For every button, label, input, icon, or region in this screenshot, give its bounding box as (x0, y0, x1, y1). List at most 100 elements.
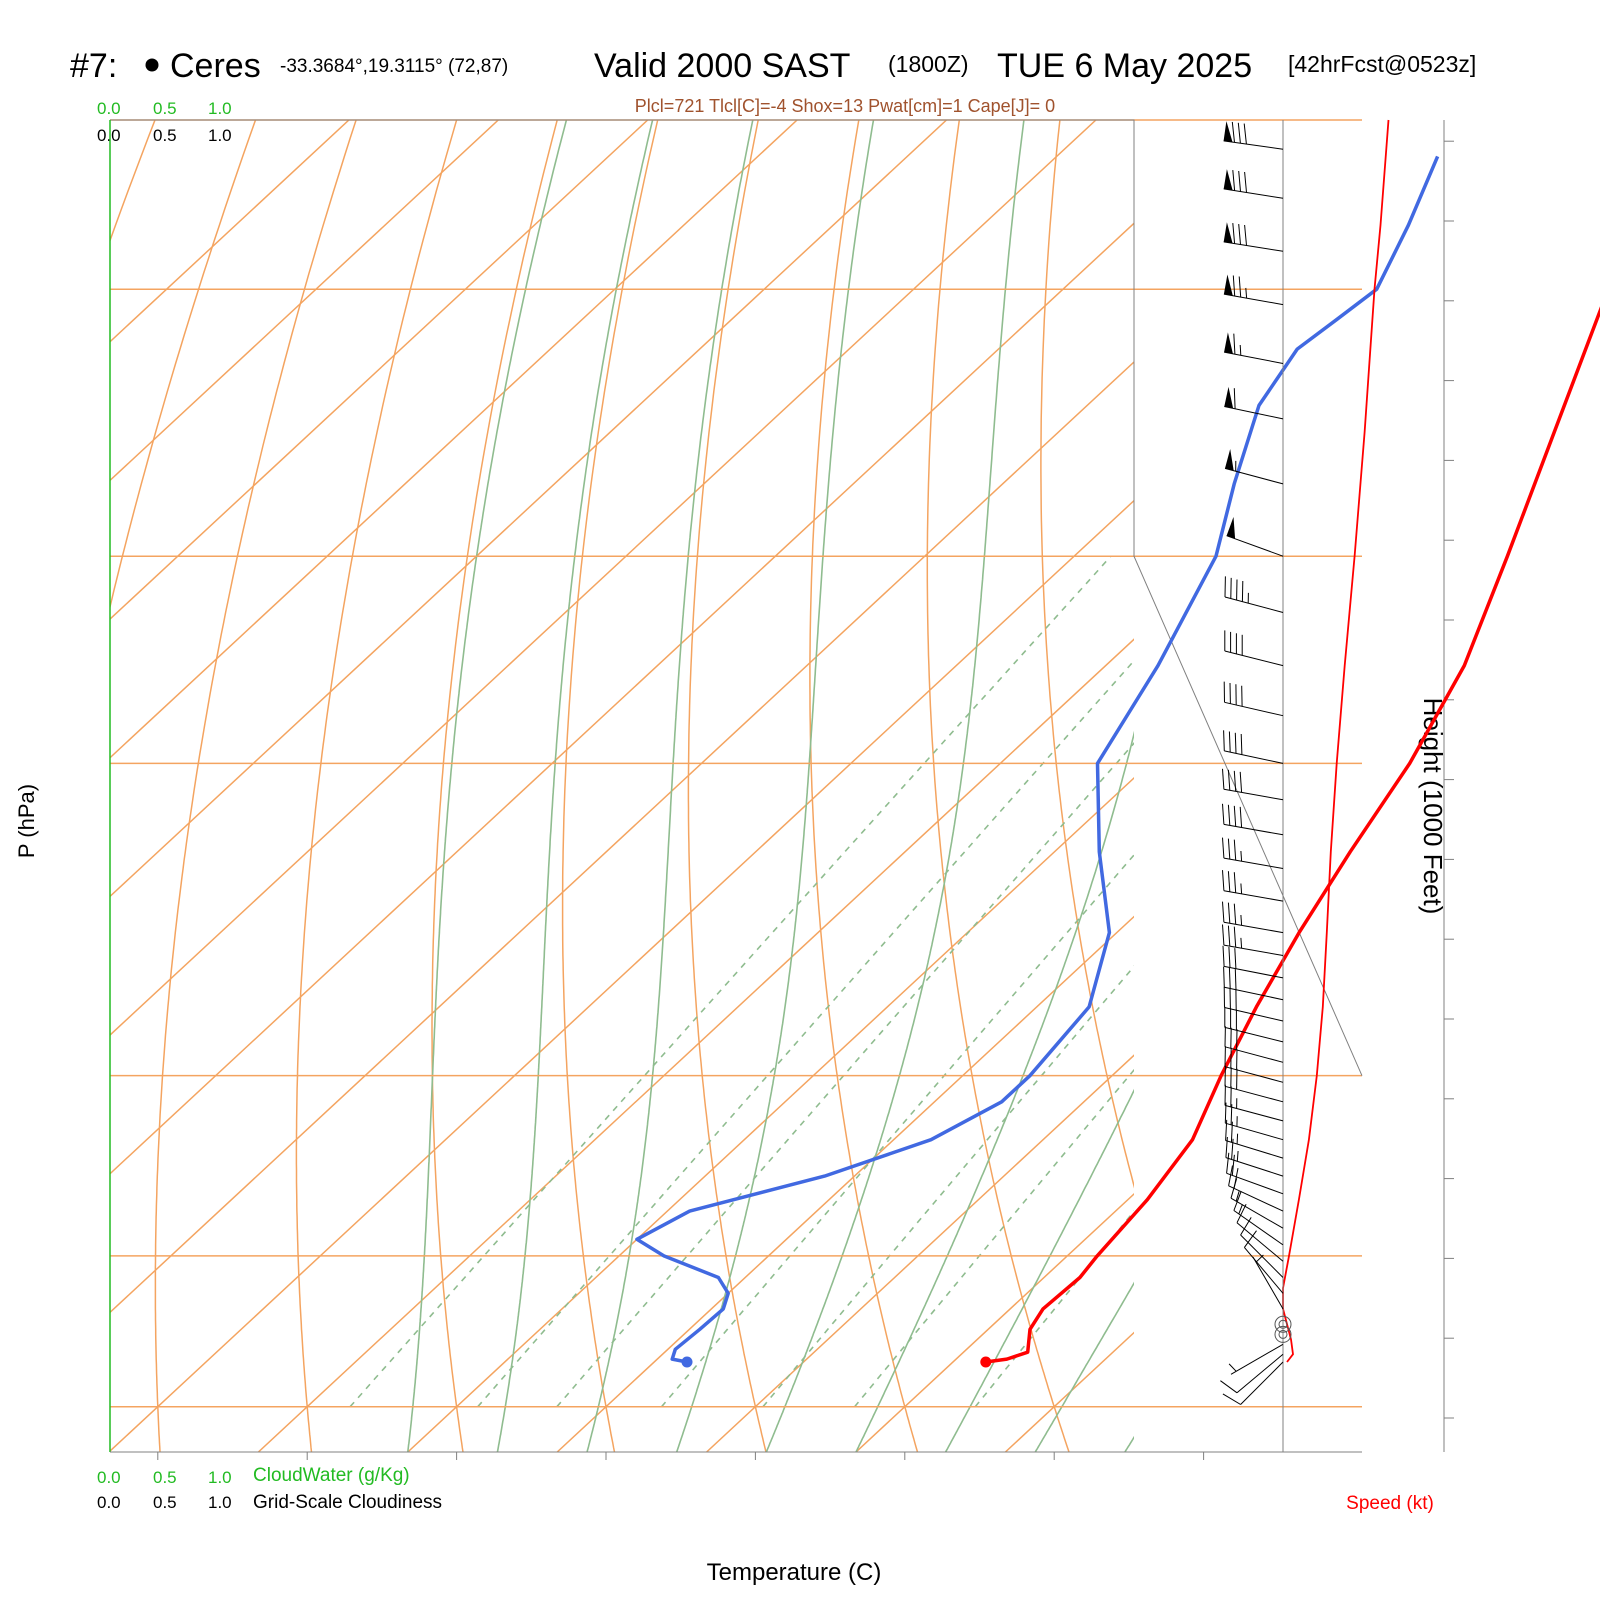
isotherm--20 (257, 120, 1134, 1452)
barb-staff (1224, 1026, 1284, 1043)
barb-full (1233, 903, 1237, 925)
dry-adiabat-10 (687, 120, 767, 1452)
wind-barb (1228, 1165, 1284, 1212)
barb-staff (1224, 1085, 1284, 1103)
barb-staff (1236, 1222, 1284, 1262)
barb-full (1239, 771, 1243, 793)
barb-staff (1225, 1122, 1284, 1141)
wind-barb (1223, 222, 1284, 252)
barb-half (1235, 1191, 1240, 1202)
barb-full (1243, 123, 1247, 145)
barb-staff (1224, 701, 1284, 717)
barb-full (1227, 902, 1231, 924)
barb-full (1225, 1136, 1228, 1158)
calm-wind-circle-inner (1278, 1319, 1288, 1329)
barb-full (1232, 223, 1236, 244)
barb-full (1238, 224, 1241, 245)
cl-top-1: 1.0 (208, 126, 232, 145)
barb-full (1233, 926, 1237, 948)
barb-staff (1236, 1353, 1284, 1394)
barb-full (1226, 1152, 1230, 1174)
sound-profiles (635, 119, 1600, 1368)
temperature-surface-dot (980, 1356, 992, 1368)
wind-barb (1243, 1230, 1284, 1294)
station-coords: -33.3684°,19.3115° (72,87) (280, 56, 508, 77)
barb-staff (1223, 241, 1284, 252)
cw-top-0: 0.0 (97, 99, 121, 118)
barb-full (1222, 803, 1225, 825)
isotherm-0 (556, 120, 1134, 1452)
station-id: #7: (70, 47, 117, 85)
barb-half (1240, 883, 1243, 894)
barb-staff (1240, 1361, 1284, 1405)
barb-full (1244, 224, 1247, 246)
dry-adiabat-30 (926, 120, 1070, 1452)
barb-full (1227, 769, 1231, 791)
barb-full (1239, 806, 1243, 828)
barb-staff (1223, 921, 1284, 934)
forecast-date: TUE 6 May 2025 (997, 47, 1252, 85)
wind-barb (1233, 1191, 1284, 1246)
barb-full (1238, 170, 1241, 192)
speed-axis-title: Speed (kt) (1346, 1493, 1434, 1514)
barb-staff (1223, 823, 1284, 836)
barb-full (1222, 901, 1225, 923)
cw-bot-0: 0.0 (97, 1468, 121, 1487)
cl-bot-0: 0.0 (97, 1493, 121, 1512)
barb-staff (1223, 944, 1284, 956)
moist-adiabat--10 (407, 120, 568, 1452)
dry-adiabat--20 (295, 120, 458, 1452)
wind-barb (1224, 1046, 1284, 1083)
barb-staff (1223, 188, 1284, 199)
barb-staff (1224, 986, 1284, 1001)
wind-barb (1228, 1343, 1284, 1375)
cl-top-0: 0.0 (97, 126, 121, 145)
wind-barb (1223, 730, 1284, 764)
barb-pennant (1223, 274, 1233, 296)
barb-staff (1228, 1185, 1284, 1212)
mixing-ratio-line-8 (762, 555, 1134, 1408)
wind-barb (1236, 1203, 1284, 1262)
wind-barb (1226, 1152, 1284, 1195)
barb-full (1233, 1168, 1239, 1189)
barb-pennant (1224, 386, 1234, 409)
mixing-ratio-line-20 (974, 555, 1134, 1408)
moist-adiabat-26 (944, 120, 1134, 1452)
barb-full (1227, 925, 1231, 947)
station-name: Ceres (170, 47, 261, 85)
dry-adiabat-0 (561, 120, 659, 1452)
barb-staff (1224, 596, 1284, 613)
valid-label: Valid 2000 SAST (594, 47, 850, 85)
barb-full (1231, 121, 1235, 143)
isotherm-40 (1155, 120, 1600, 1452)
barb-full (1233, 872, 1237, 893)
barb-full (1233, 770, 1237, 792)
wind-barb (1226, 516, 1284, 557)
barb-full (1228, 967, 1231, 989)
barb-full (1237, 122, 1241, 144)
cw-bot-05: 0.5 (153, 1468, 177, 1487)
dry-adiabat-60 (1258, 120, 1524, 1452)
wind-barb (1224, 1065, 1284, 1103)
barb-full (1234, 948, 1237, 969)
barb-full (1227, 838, 1231, 860)
x-axis-title: Temperature (C) (707, 1559, 882, 1586)
forecast-hour: [42hrFcst@0523z] (1288, 51, 1476, 77)
barb-full (1233, 1191, 1242, 1211)
barb-full (1234, 969, 1237, 990)
barb-full (1220, 1380, 1238, 1394)
barb-full (1231, 1154, 1235, 1176)
height-axis-title: Height (1000 Feet) (1418, 698, 1448, 915)
barb-half (1236, 1133, 1239, 1145)
barb-full (1240, 1217, 1252, 1236)
barb-full (1222, 870, 1225, 891)
barb-staff (1224, 1066, 1284, 1083)
barb-staff (1226, 535, 1284, 557)
barb-full (1233, 333, 1236, 355)
barb-staff (1223, 890, 1284, 902)
barb-staff (1224, 750, 1284, 764)
isotherm--70 (110, 120, 948, 1452)
barb-full (1223, 730, 1225, 751)
barb-pennant (1226, 516, 1236, 539)
